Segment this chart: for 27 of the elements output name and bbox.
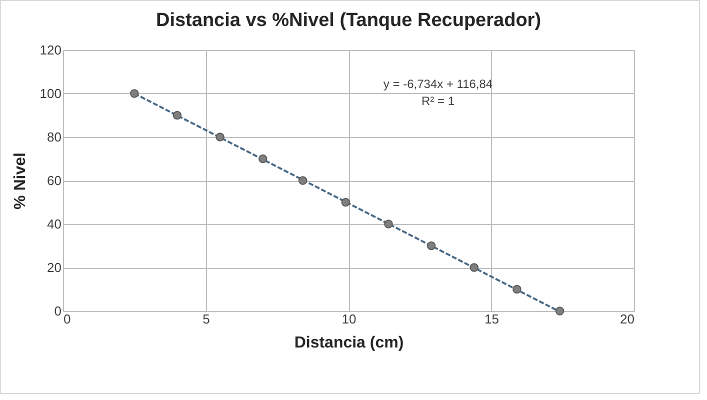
- annotation: y = -6,734x + 116,84: [383, 77, 493, 91]
- point: [298, 176, 308, 185]
- x-tick-label: 5: [202, 312, 210, 326]
- y-tick-label: 100: [40, 86, 62, 101]
- point: [130, 89, 139, 98]
- x-tick-label: 15: [484, 312, 499, 326]
- y-tick-label: 20: [47, 260, 62, 275]
- annotation: R² = 1: [421, 94, 455, 108]
- point: [384, 220, 393, 228]
- point: [341, 198, 350, 207]
- x-tick-label: 0: [64, 312, 71, 326]
- chart-title: Distancia vs %Nivel (Tanque Recuperador): [156, 10, 542, 31]
- y-tick-label: 60: [47, 173, 62, 188]
- point: [470, 263, 478, 272]
- y-axis-title: % Nivel: [12, 152, 29, 210]
- y-tick-label: 80: [47, 130, 62, 144]
- x-tick-label: 10: [342, 312, 356, 326]
- point: [216, 132, 224, 142]
- x-tick-label: 20: [620, 312, 634, 326]
- y-tick-label: 120: [40, 42, 62, 58]
- x-axis-title: Distancia (cm): [294, 334, 404, 352]
- point: [258, 154, 268, 164]
- point: [172, 110, 182, 120]
- y-tick-label: 40: [47, 216, 62, 232]
- point: [555, 306, 564, 316]
- point: [512, 284, 522, 294]
- point: [426, 241, 436, 250]
